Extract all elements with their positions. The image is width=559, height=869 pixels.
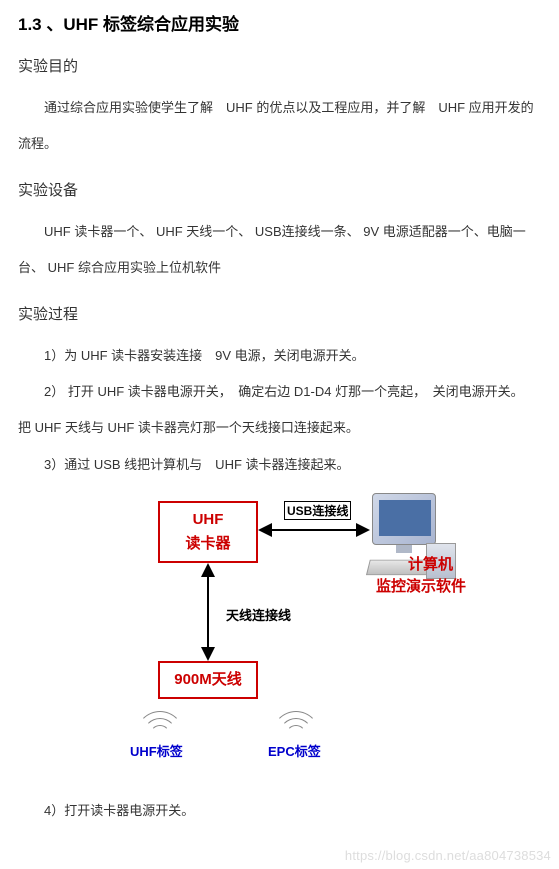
process-step-2: 2） 打开 UHF 读卡器电源开关， 确定右边 D1-D4 灯那一个亮起， 关闭… [18, 374, 541, 447]
uhf-tag-waves-icon [132, 707, 188, 737]
subsection-equipment-heading: 实验设备 [18, 179, 541, 200]
reader-label-2: 读卡器 [160, 532, 256, 553]
purpose-text: 通过综合应用实验使学生了解 UHF 的优点以及工程应用，并了解 UHF 应用开发… [18, 90, 541, 163]
computer-label-2: 监控演示软件 [376, 575, 466, 596]
process-step-3: 3）通过 USB 线把计算机与 UHF 读卡器连接起来。 [18, 447, 541, 483]
connection-diagram: UHF 读卡器 USB连接线 计算机 监控演示软件 天线连接线 900M天线 U… [118, 493, 478, 763]
reader-label-1: UHF [160, 511, 256, 528]
antenna-box: 900M天线 [158, 661, 258, 699]
antenna-cable-label: 天线连接线 [226, 605, 291, 624]
process-step-4: 4）打开读卡器电源开关。 [18, 793, 541, 829]
epc-tag-label: EPC标签 [268, 741, 321, 760]
monitor-stand-icon [396, 545, 412, 553]
reader-box: UHF 读卡器 [158, 501, 258, 563]
usb-arrow [260, 529, 368, 531]
antenna-arrow [207, 565, 209, 659]
subsection-process-heading: 实验过程 [18, 303, 541, 324]
epc-tag-waves-icon [268, 707, 324, 737]
usb-cable-label: USB连接线 [284, 501, 351, 520]
process-step-1: 1）为 UHF 读卡器安装连接 9V 电源，关闭电源开关。 [18, 338, 541, 374]
equipment-text: UHF 读卡器一个、 UHF 天线一个、 USB连接线一条、 9V 电源适配器一… [18, 214, 541, 287]
subsection-purpose-heading: 实验目的 [18, 55, 541, 76]
computer-label-1: 计算机 [408, 553, 453, 574]
watermark: https://blog.csdn.net/aa804738534 [345, 848, 551, 863]
monitor-icon [372, 493, 436, 545]
page-title: 1.3 、UHF 标签综合应用实验 [18, 10, 541, 35]
uhf-tag-label: UHF标签 [130, 741, 183, 760]
